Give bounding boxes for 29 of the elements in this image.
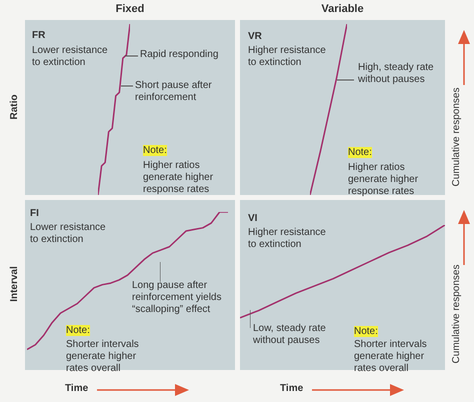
text: Rapid responding	[140, 49, 218, 60]
chart-title: Fixed	[114, 3, 146, 15]
annotation: Shorter intervals generate higher rates overall	[66, 339, 139, 374]
y2-axis-title: Cumulative responses	[451, 264, 463, 366]
y2-axis-title: Cumulative responses	[451, 86, 463, 188]
annotation: Low, steady rate without pauses	[253, 323, 326, 346]
annotation: Note:	[66, 325, 90, 336]
text: Short pause after reinforcement	[135, 80, 212, 103]
annotation: Lower resistance to extinction	[32, 45, 108, 68]
text: VR	[248, 31, 262, 42]
annotation: Note:	[348, 147, 372, 158]
annotation: Shorter intervals generate higher rates overall	[354, 339, 427, 374]
annotation: Higher ratios generate higher response rates	[348, 162, 418, 197]
x-axis-title: Time	[280, 383, 304, 395]
annotation: Note:	[354, 326, 378, 337]
y-axis-title: Interval	[9, 265, 21, 304]
text: VI	[248, 213, 258, 224]
y-axis-title: Ratio	[9, 93, 21, 121]
annotation: Long pause after reinforcement yields “scalloping” effect	[132, 280, 222, 315]
annotation: Lower resistance to extinction	[30, 222, 106, 245]
text: Higher ratios generate higher response rates	[143, 160, 214, 195]
annotation: Higher resistance to extinction	[248, 227, 326, 250]
x-axis-title: Time	[65, 383, 88, 395]
annotation: Higher resistance to extinction	[248, 45, 326, 68]
chart-title: Variable	[320, 3, 365, 15]
text: High, steady rate without pauses	[358, 62, 434, 85]
text: FR	[32, 30, 46, 41]
text: Note:	[143, 145, 167, 156]
annotation: FI	[30, 208, 39, 219]
